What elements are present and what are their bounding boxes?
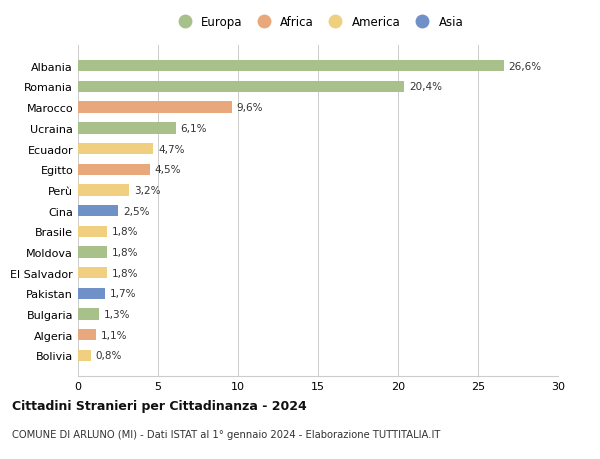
Text: 6,1%: 6,1% <box>181 123 207 134</box>
Bar <box>78 206 118 217</box>
Bar <box>78 61 503 72</box>
Bar <box>78 309 99 320</box>
Bar <box>78 123 176 134</box>
Bar <box>78 144 153 155</box>
Text: 1,1%: 1,1% <box>100 330 127 340</box>
Legend: Europa, Africa, America, Asia: Europa, Africa, America, Asia <box>168 11 468 34</box>
Text: 1,8%: 1,8% <box>112 268 138 278</box>
Text: 9,6%: 9,6% <box>236 103 263 113</box>
Bar <box>78 82 404 93</box>
Bar <box>78 330 95 341</box>
Text: Cittadini Stranieri per Cittadinanza - 2024: Cittadini Stranieri per Cittadinanza - 2… <box>12 399 307 412</box>
Text: 0,8%: 0,8% <box>95 351 122 361</box>
Text: 26,6%: 26,6% <box>508 62 542 72</box>
Text: 20,4%: 20,4% <box>409 82 442 92</box>
Bar <box>78 268 107 279</box>
Bar <box>78 185 129 196</box>
Text: 3,2%: 3,2% <box>134 185 161 196</box>
Bar <box>78 350 91 361</box>
Text: 4,5%: 4,5% <box>155 165 181 175</box>
Bar <box>78 247 107 258</box>
Bar <box>78 288 105 299</box>
Text: 1,7%: 1,7% <box>110 289 137 299</box>
Bar <box>78 226 107 237</box>
Text: 1,8%: 1,8% <box>112 247 138 257</box>
Bar <box>78 164 150 175</box>
Text: 1,3%: 1,3% <box>104 309 130 319</box>
Text: 2,5%: 2,5% <box>123 206 149 216</box>
Text: 4,7%: 4,7% <box>158 144 185 154</box>
Bar <box>78 102 232 113</box>
Text: 1,8%: 1,8% <box>112 227 138 237</box>
Text: COMUNE DI ARLUNO (MI) - Dati ISTAT al 1° gennaio 2024 - Elaborazione TUTTITALIA.: COMUNE DI ARLUNO (MI) - Dati ISTAT al 1°… <box>12 429 440 439</box>
